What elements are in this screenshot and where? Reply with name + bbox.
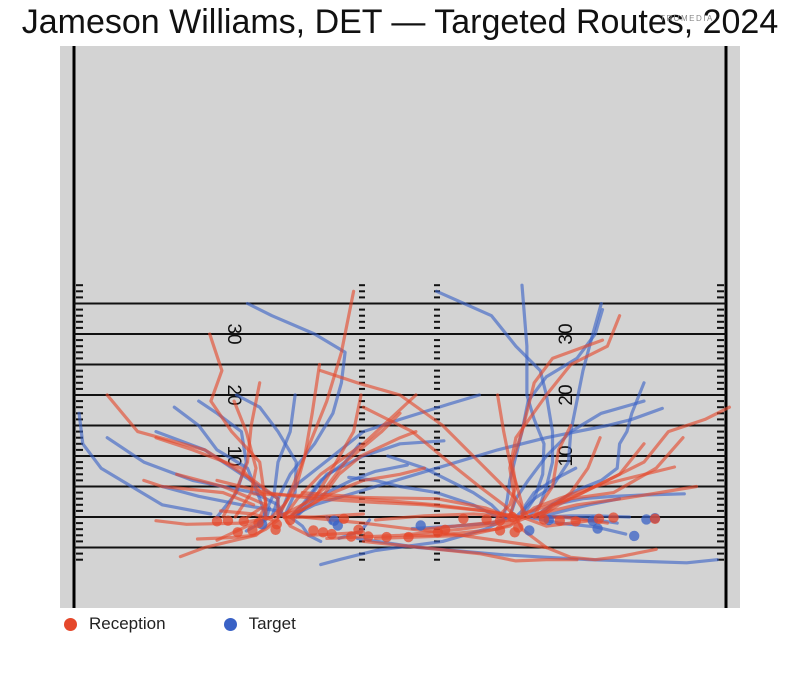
legend: Reception Target [64,612,354,636]
reception-point [538,514,550,525]
reception-route [319,369,530,519]
yard-number-right: 10 [556,445,577,466]
reception-point [439,524,451,535]
target-route [386,454,506,519]
reception-point [554,515,565,526]
target-point [641,514,652,525]
chart-title: Jameson Williams, DET — Targeted Routes,… [21,3,779,41]
reception-route [520,465,677,519]
reception-point [247,525,258,536]
target-point [332,520,343,531]
reception-point [509,527,520,538]
reception-point [608,512,619,523]
reception-point [458,513,469,524]
reception-route [105,393,280,519]
football-field [60,46,740,608]
reception-point [285,514,296,526]
target-point [592,523,603,534]
reception-point [570,516,581,527]
reception-point [481,514,492,525]
reception-route [252,492,518,519]
yard-number-left: 20 [223,384,244,405]
yard-number-right: 30 [556,323,577,344]
reception-point [353,524,364,535]
reception-point [494,525,506,536]
target-marker [223,617,237,631]
reception-route [282,393,418,519]
reception-point [317,527,329,538]
reception-point [326,528,337,540]
reception-point [211,516,223,527]
target-route [288,515,323,543]
reception-route [361,405,518,519]
reception-point [346,531,357,542]
reception-point [232,527,243,538]
legend-label-target: Target [248,614,296,633]
target-route [435,289,555,519]
trumedia-watermark: TRUMEDIA [660,14,714,23]
reception-route [142,478,256,507]
reception-route [154,436,268,519]
reception-point [507,511,518,523]
reception-point [649,513,661,524]
yard-number-right: 20 [556,384,577,405]
reception-point [494,515,506,526]
reception-route [361,539,579,563]
reception-route [404,515,530,537]
reception-route [221,381,262,519]
target-point [524,525,535,536]
legend-label-reception: Reception [89,614,166,633]
reception-route [508,314,622,519]
reception-route [270,362,322,519]
reception-point [593,513,605,524]
target-point [629,530,640,542]
reception-point [222,515,234,526]
legend-item-reception: Reception [64,614,166,634]
reception-point [253,517,264,529]
reception-route [276,411,402,519]
reception-point [238,516,249,527]
reception-route [175,472,268,519]
reception-route [374,512,524,522]
reception-route [300,491,512,519]
reception-point [270,524,281,535]
reception-point [381,531,392,543]
reception-marker [64,617,77,631]
reception-point [308,525,319,536]
yard-number-left: 30 [223,323,244,344]
reception-route [178,515,280,559]
target-route [245,301,347,519]
reception-point [363,531,374,542]
target-route [77,411,213,516]
reception-route [538,405,731,519]
reception-point [338,513,350,524]
reception-route [526,436,602,519]
target-route [520,283,546,519]
reception-route [282,466,426,516]
reception-point [403,531,414,543]
legend-item-target: Target [223,614,296,634]
reception-route [496,338,605,519]
target-point [415,520,426,531]
